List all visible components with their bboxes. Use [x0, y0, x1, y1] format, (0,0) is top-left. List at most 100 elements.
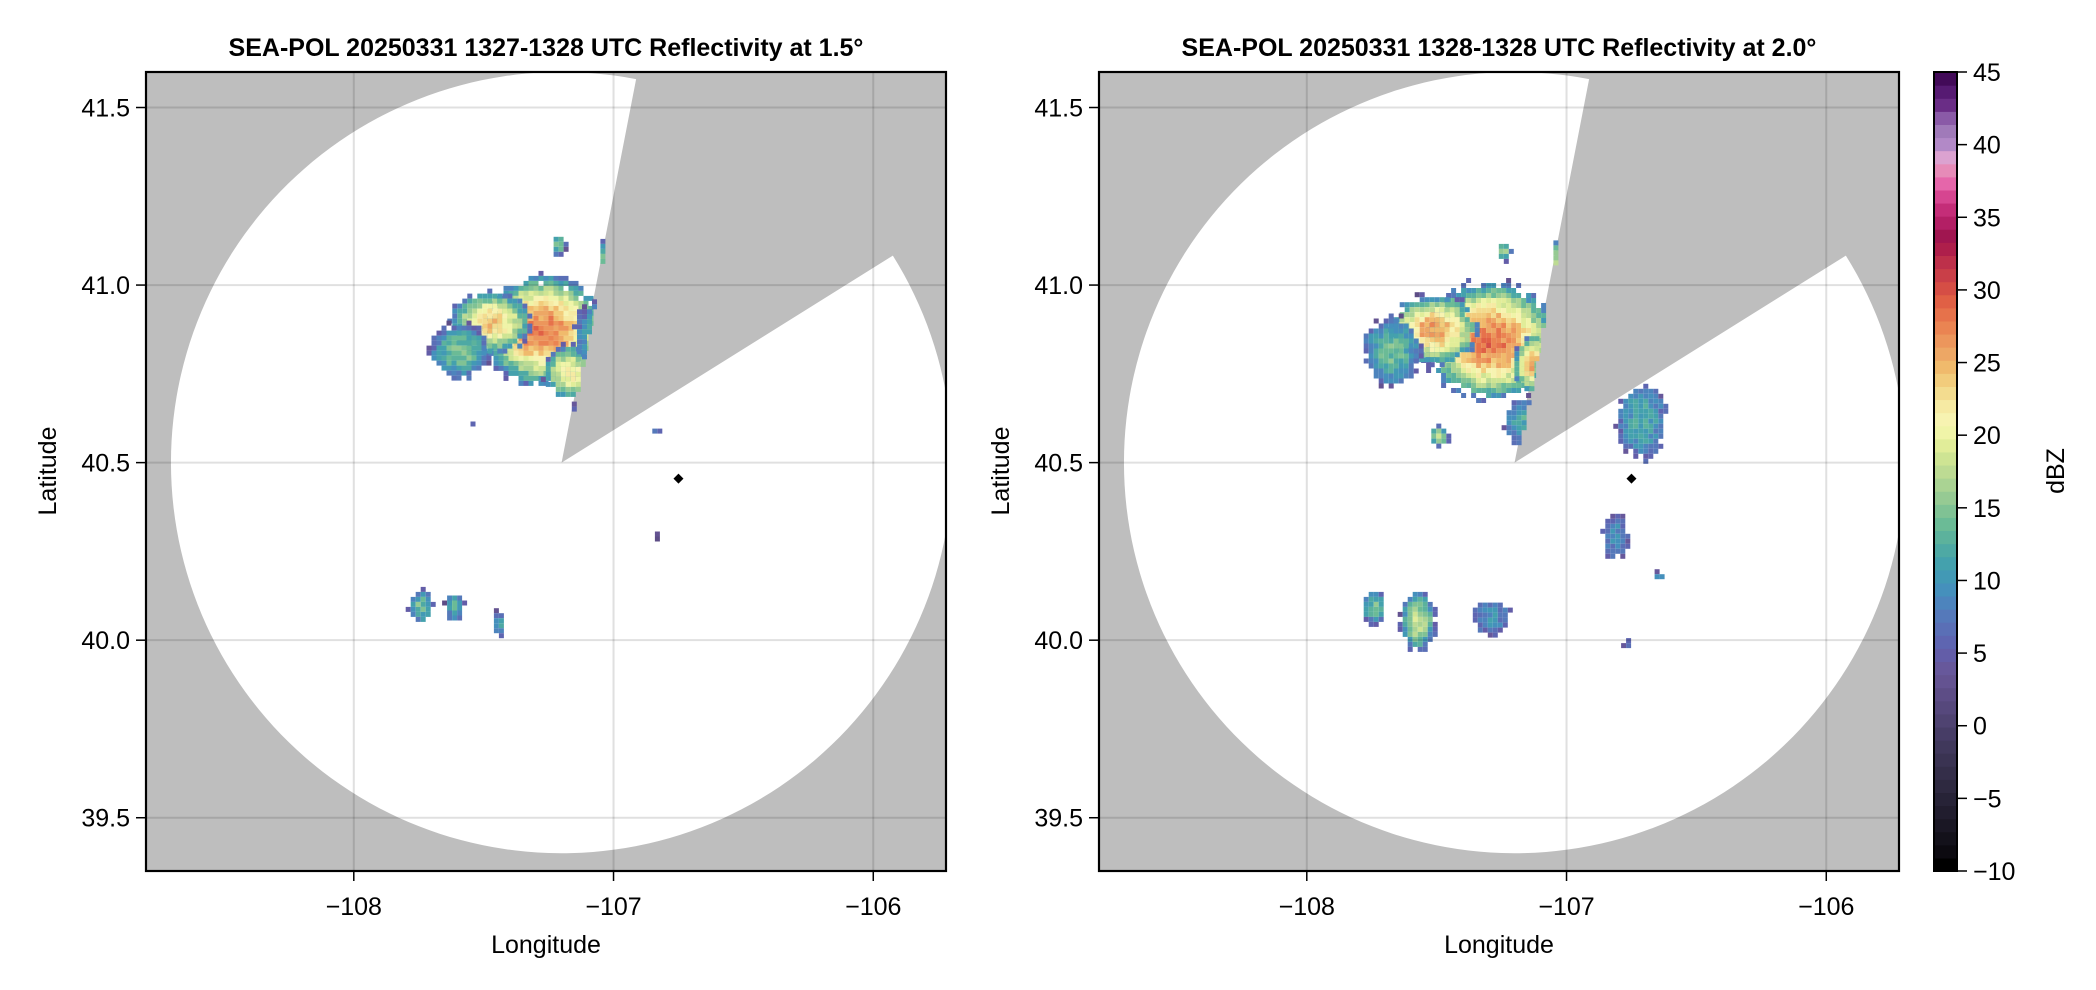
echo-pixel	[1419, 332, 1425, 338]
echo-pixel	[582, 314, 587, 320]
echo-pixel	[1368, 328, 1374, 334]
y-tick-label: 39.5	[81, 805, 130, 833]
echo-pixel	[446, 330, 452, 336]
echo-pixel	[1491, 338, 1497, 343]
echo-pixel	[1436, 368, 1442, 373]
x-axis-ticks: −108 −107 −106	[1279, 871, 1854, 921]
echo-pixel	[565, 391, 571, 397]
echo-pixel	[1471, 358, 1477, 363]
echo-pixel	[1403, 323, 1409, 329]
reflectivity-echoes	[1363, 240, 1669, 652]
echo-pixel	[523, 375, 529, 381]
echo-pixel	[1449, 302, 1455, 308]
echo-pixel	[1623, 433, 1629, 439]
echo-pixel	[1404, 317, 1410, 323]
echo-cell	[1472, 602, 1513, 638]
echo-pixel	[1427, 611, 1433, 617]
echo-pixel	[451, 330, 457, 336]
echo-pixel	[1407, 641, 1413, 647]
echo-pixel	[1451, 368, 1457, 373]
echo-pixel	[1434, 297, 1440, 303]
colorbar-swatch	[1934, 176, 1957, 191]
echo-pixel	[476, 330, 482, 336]
echo-pixel	[1625, 533, 1631, 539]
echo-pixel	[600, 253, 606, 259]
echo-pixel	[1383, 318, 1389, 324]
echo-pixel	[1383, 363, 1389, 369]
echo-pixel	[545, 356, 551, 362]
echo-pixel	[558, 315, 564, 321]
echo-pixel	[582, 349, 587, 355]
echo-pixel	[1605, 543, 1611, 549]
echo-pixel	[1459, 297, 1465, 303]
echo-pixel	[1402, 611, 1408, 617]
echo-pixel	[1388, 343, 1394, 349]
echo-pixel	[1422, 626, 1428, 632]
echo-pixel	[1393, 353, 1399, 359]
echo-pixel	[1516, 405, 1522, 411]
echo-pixel	[1620, 528, 1626, 534]
echo-pixel	[1422, 631, 1428, 637]
echo-pixel	[1424, 332, 1430, 338]
echo-pixel	[523, 300, 529, 306]
echo-pixel	[441, 345, 447, 351]
echo-pixel	[570, 381, 576, 387]
echo-pixel	[563, 320, 569, 326]
echo-pixel	[1398, 368, 1404, 374]
echo-pixel	[492, 328, 498, 334]
echo-pixel	[446, 345, 452, 351]
echo-pixel	[555, 381, 561, 387]
echo-pixel	[1459, 347, 1465, 353]
echo-pixel	[410, 601, 416, 607]
echo-pixel	[1393, 343, 1399, 349]
echo-pixel	[1461, 378, 1467, 383]
echo-pixel	[573, 305, 579, 311]
echo-pixel	[462, 303, 468, 309]
echo-pixel	[1482, 612, 1488, 618]
echo-pixel	[1424, 312, 1430, 318]
echo-pixel	[1486, 318, 1492, 323]
echo-pixel	[1496, 323, 1502, 328]
echo-pixel	[1368, 363, 1374, 369]
echo-pixel	[1491, 293, 1497, 298]
echo-pixel	[1378, 323, 1384, 329]
echo-pixel	[573, 285, 579, 291]
echo-pixel	[1436, 438, 1442, 444]
echo-pixel	[1625, 543, 1631, 549]
echo-pixel	[436, 330, 442, 336]
echo-pixel	[522, 308, 528, 314]
echo-pixel	[1506, 410, 1512, 416]
echo-pixel	[1451, 378, 1457, 383]
echo-pixel	[1403, 353, 1409, 359]
echo-pixel	[1633, 393, 1639, 399]
echo-pixel	[452, 595, 458, 601]
echo-pixel	[1620, 513, 1626, 519]
colorbar-swatch	[1934, 857, 1957, 872]
echo-pixel	[497, 293, 503, 299]
echo-pixel	[1511, 343, 1517, 348]
echo-pixel	[1486, 303, 1492, 308]
echo-pixel	[1388, 358, 1394, 364]
echo-pixel	[1363, 348, 1369, 354]
echo-pixel	[573, 340, 579, 346]
echo-pixel	[452, 303, 458, 309]
echo-pixel	[1610, 528, 1616, 534]
colorbar-swatch	[1934, 805, 1957, 820]
echo-pixel	[1403, 348, 1409, 354]
echo-pixel	[1486, 368, 1492, 373]
echo-pixel	[1534, 341, 1540, 347]
echo-pixel	[1451, 298, 1457, 303]
echo-pixel	[1506, 333, 1512, 338]
colorbar-swatch	[1934, 779, 1957, 794]
echo-pixel	[538, 295, 544, 301]
echo-pixel	[533, 370, 539, 376]
echo-pixel	[1492, 617, 1498, 623]
echo-pixel	[528, 340, 534, 346]
echo-pixel	[1383, 348, 1389, 354]
echo-pixel	[575, 381, 581, 387]
echo-pixel	[1486, 363, 1492, 368]
echo-pixel	[466, 330, 472, 336]
echo-pixel	[1492, 627, 1498, 633]
echo-pixel	[492, 338, 498, 344]
echo-pixel	[528, 310, 534, 316]
